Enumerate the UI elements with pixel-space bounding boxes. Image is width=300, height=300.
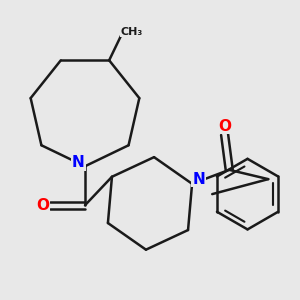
Text: N: N — [72, 155, 85, 170]
Text: O: O — [37, 198, 50, 213]
Text: O: O — [218, 119, 231, 134]
Text: CH₃: CH₃ — [120, 27, 142, 37]
Text: N: N — [192, 172, 205, 187]
